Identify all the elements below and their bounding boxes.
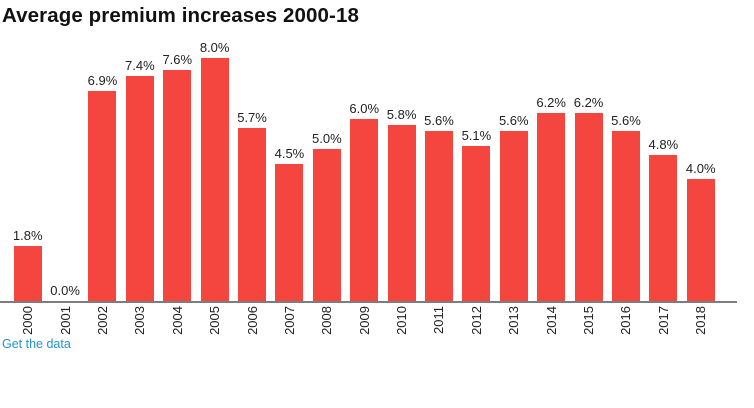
x-tick-2016: 2016	[607, 306, 644, 342]
x-tick-label: 2002	[94, 306, 110, 335]
chart-title: Average premium increases 2000-18	[2, 4, 359, 27]
x-tick-2003: 2003	[121, 306, 158, 342]
bar-value-label: 6.9%	[87, 73, 118, 88]
bar-value-label: 1.8%	[12, 228, 43, 243]
bar-2002	[88, 91, 117, 301]
bar-2011	[424, 131, 453, 301]
chart-column-2008: 5.0%	[308, 131, 345, 301]
chart-column-2000: 1.8%	[9, 228, 46, 301]
x-tick-label: 2008	[319, 306, 335, 335]
x-tick-label: 2009	[356, 306, 372, 335]
chart-column-2011: 5.6%	[420, 113, 457, 301]
x-axis-labels: 2000 2001 2002 2003 2004 2005 2006 2007 2008 2009…	[0, 306, 737, 342]
x-tick-2010: 2010	[383, 306, 420, 342]
x-tick-2004: 2004	[159, 306, 196, 342]
x-tick-2013: 2013	[495, 306, 532, 342]
x-tick-label: 2001	[57, 306, 73, 335]
bar-2007	[275, 164, 304, 301]
x-tick-2009: 2009	[346, 306, 383, 342]
chart-column-2002: 6.9%	[84, 73, 121, 301]
bar-value-label: 6.2%	[536, 95, 566, 110]
x-tick-label: 2007	[281, 306, 297, 335]
bar-2008	[312, 149, 341, 301]
chart-column-2003: 7.4%	[121, 58, 158, 301]
bar-value-label: 7.6%	[162, 52, 193, 67]
chart-column-2018: 4.0%	[682, 161, 719, 301]
x-tick-label: 2017	[655, 306, 671, 335]
x-axis-line	[0, 301, 737, 303]
x-tick-2014: 2014	[532, 306, 569, 342]
x-tick-2005: 2005	[196, 306, 233, 342]
x-tick-label: 2005	[207, 306, 223, 335]
chart-column-2012: 5.1%	[458, 128, 495, 301]
x-tick-2007: 2007	[271, 306, 308, 342]
x-tick-2012: 2012	[458, 306, 495, 342]
bar-2014	[537, 113, 566, 301]
x-tick-2018: 2018	[682, 306, 719, 342]
chart-column-2015: 6.2%	[570, 95, 607, 301]
chart-column-2001: 0.0%	[46, 283, 83, 301]
bar-value-label: 5.0%	[312, 131, 342, 146]
bar-value-label: 4.5%	[274, 146, 305, 161]
x-tick-label: 2018	[693, 306, 709, 335]
x-tick-label: 2004	[169, 306, 185, 335]
bar-value-label: 5.6%	[498, 113, 529, 128]
x-tick-label: 2013	[506, 306, 522, 335]
x-tick-label: 2011	[431, 306, 447, 334]
x-tick-2017: 2017	[645, 306, 682, 342]
bar-value-label: 5.8%	[386, 107, 417, 122]
get-the-data-link[interactable]: Get the data	[2, 337, 71, 351]
bar-value-label: 4.8%	[648, 137, 679, 152]
chart-column-2016: 5.6%	[607, 113, 644, 301]
x-tick-2002: 2002	[84, 306, 121, 342]
bar-2003	[125, 76, 154, 301]
bar-2013	[499, 131, 528, 301]
x-tick-label: 2015	[581, 306, 597, 335]
bar-value-label: 6.0%	[349, 101, 380, 116]
bar-2017	[649, 155, 678, 301]
bar-2010	[387, 125, 416, 301]
chart-column-2017: 4.8%	[645, 137, 682, 301]
bar-2012	[462, 146, 491, 301]
chart-column-2009: 6.0%	[346, 101, 383, 301]
bar-2006	[238, 128, 267, 301]
bar-2016	[611, 131, 640, 301]
bar-2018	[686, 179, 715, 301]
x-tick-label: 2016	[618, 306, 634, 335]
x-tick-2011: 2011	[420, 306, 457, 342]
bar-value-label: 8.0%	[199, 40, 230, 55]
bar-value-label: 5.1%	[461, 128, 492, 143]
bar-2015	[574, 113, 603, 301]
bar-value-label: 5.6%	[424, 113, 454, 128]
x-tick-2015: 2015	[570, 306, 607, 342]
chart-column-2010: 5.8%	[383, 107, 420, 301]
chart-column-2006: 5.7%	[233, 110, 270, 301]
x-tick-label: 2014	[543, 306, 559, 335]
chart-column-2005: 8.0%	[196, 40, 233, 301]
bar-value-label: 5.7%	[237, 110, 267, 125]
x-tick-2008: 2008	[308, 306, 345, 342]
bar-2000	[13, 246, 42, 301]
bar-value-label: 0.0%	[50, 283, 80, 298]
bar-value-label: 4.0%	[685, 161, 716, 176]
chart-column-2007: 4.5%	[271, 146, 308, 301]
x-tick-2006: 2006	[233, 306, 270, 342]
bar-2004	[163, 70, 192, 301]
bar-value-label: 6.2%	[573, 95, 604, 110]
bar-2009	[350, 119, 379, 301]
chart-column-2004: 7.6%	[159, 52, 196, 301]
x-tick-label: 2012	[468, 306, 484, 335]
bar-value-label: 5.6%	[611, 113, 641, 128]
x-tick-label: 2003	[132, 306, 148, 335]
x-tick-label: 2000	[20, 306, 36, 335]
chart-column-2013: 5.6%	[495, 113, 532, 301]
plot-area: 1.8% 0.0% 6.9% 7.4% 7.6% 8.0% 5.7% 4.5% 5.0% 6.0%…	[0, 34, 737, 301]
chart-column-2014: 6.2%	[532, 95, 569, 301]
bar-value-label: 7.4%	[125, 58, 155, 73]
bar-2005	[200, 58, 229, 301]
x-tick-label: 2010	[394, 306, 410, 335]
x-tick-label: 2006	[244, 306, 260, 335]
